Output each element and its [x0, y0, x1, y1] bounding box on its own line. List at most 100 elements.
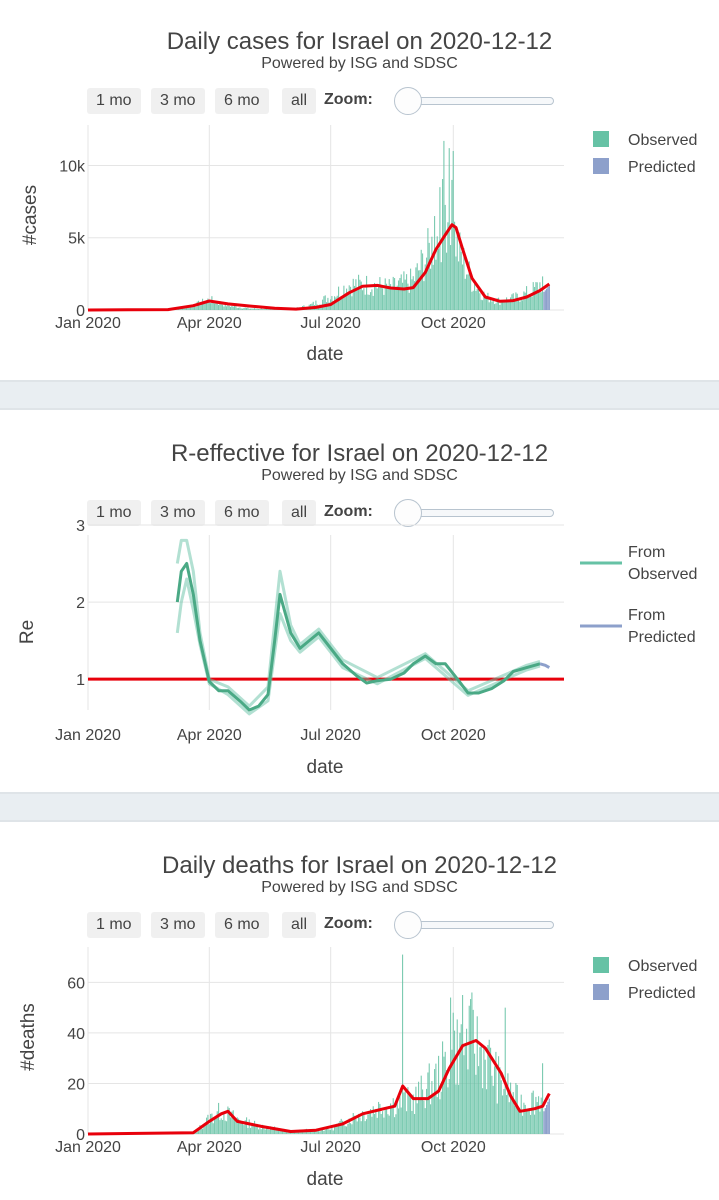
bar-observed	[224, 302, 226, 310]
range-all-button[interactable]: all	[282, 88, 317, 114]
bar-observed	[360, 281, 362, 310]
bar-observed	[350, 1123, 352, 1134]
predicted-bars	[543, 1098, 550, 1134]
bar-observed	[242, 1123, 244, 1134]
range-3mo-button[interactable]: 3 mo	[151, 912, 205, 938]
bar-predicted	[546, 1104, 548, 1134]
legend-from-predicted-label-line2[interactable]: Predicted	[628, 629, 696, 646]
legend-predicted-label[interactable]: Predicted	[628, 985, 696, 1002]
legend-from-predicted-label-line1[interactable]: From	[628, 607, 665, 624]
bar-observed	[252, 308, 254, 310]
bar-observed	[204, 1124, 206, 1134]
bar-observed	[371, 1116, 373, 1134]
bar-observed	[463, 1055, 465, 1134]
bar-observed	[414, 281, 416, 310]
bar-observed	[256, 308, 258, 310]
legend-observed-label[interactable]: Observed	[628, 958, 697, 975]
bar-observed	[523, 1102, 525, 1134]
bar-observed	[211, 296, 213, 310]
legend-predicted-swatch[interactable]	[593, 158, 609, 174]
bar-observed	[344, 1126, 346, 1134]
bar-observed	[334, 1125, 336, 1134]
range-1mo-button[interactable]: 1 mo	[87, 88, 141, 114]
bar-observed	[458, 1084, 460, 1134]
range-6mo-button[interactable]: 6 mo	[215, 88, 269, 114]
bar-observed	[196, 1129, 198, 1134]
bar-observed	[416, 1103, 418, 1134]
bar-observed	[279, 1130, 281, 1134]
legend-predicted-label[interactable]: Predicted	[628, 159, 696, 176]
bar-observed	[215, 1117, 217, 1134]
bar-observed	[463, 248, 465, 310]
bar-observed	[398, 1108, 400, 1134]
range-3mo-button[interactable]: 3 mo	[151, 500, 205, 526]
zoom-slider-handle[interactable]	[394, 499, 422, 527]
bar-observed	[194, 306, 196, 310]
observed-bars	[194, 954, 544, 1134]
x-tick-label: Jan 2020	[55, 727, 121, 744]
bar-observed	[228, 1107, 230, 1134]
range-1mo-button[interactable]: 1 mo	[87, 912, 141, 938]
bar-observed	[368, 1112, 370, 1134]
legend-observed-label[interactable]: Observed	[628, 132, 697, 149]
bar-observed	[442, 179, 444, 310]
zoom-slider-handle[interactable]	[394, 911, 422, 939]
bar-observed	[532, 1090, 534, 1134]
bar-observed	[419, 270, 421, 310]
bar-observed	[452, 1012, 454, 1134]
bar-observed	[427, 1072, 429, 1134]
bar-observed	[332, 301, 334, 310]
bar-observed	[235, 306, 237, 310]
bar-observed	[232, 1110, 234, 1134]
legend[interactable]: Observed Predicted	[593, 131, 697, 176]
y-tick-label: 40	[67, 1026, 85, 1043]
bar-observed	[482, 1088, 484, 1134]
bar-observed	[514, 1105, 516, 1134]
bar-observed	[528, 294, 530, 310]
bar-observed	[272, 1128, 274, 1134]
bar-observed	[206, 1117, 208, 1134]
chart-subtitle: Powered by ISG and SDSC	[261, 467, 458, 484]
legend-from-observed-label-line2[interactable]: Observed	[628, 566, 697, 583]
bar-observed	[534, 286, 536, 310]
bar-observed	[276, 1127, 278, 1134]
y-tick-label: 0	[76, 1127, 85, 1144]
bar-observed	[491, 1075, 493, 1134]
x-tick-label: Jul 2020	[300, 315, 361, 332]
bar-observed	[220, 304, 222, 310]
bar-observed	[462, 995, 464, 1134]
bar-observed	[520, 1094, 522, 1134]
bar-observed	[256, 1123, 258, 1134]
bar-observed	[456, 1019, 458, 1134]
bar-observed	[263, 1125, 265, 1134]
legend-observed-swatch[interactable]	[593, 957, 609, 973]
bar-observed	[404, 279, 406, 310]
bar-observed	[270, 1126, 272, 1134]
bar-observed	[506, 1095, 508, 1134]
legend-from-observed-label-line1[interactable]: From	[628, 544, 665, 561]
range-all-button[interactable]: all	[282, 912, 317, 938]
bar-observed	[490, 299, 492, 310]
range-6mo-button[interactable]: 6 mo	[215, 500, 269, 526]
bar-observed	[366, 1119, 368, 1134]
range-6mo-button[interactable]: 6 mo	[215, 912, 269, 938]
bar-observed	[243, 1125, 245, 1134]
zoom-slider-handle[interactable]	[394, 87, 422, 115]
bar-observed	[262, 309, 264, 310]
range-1mo-button[interactable]: 1 mo	[87, 500, 141, 526]
range-all-button[interactable]: all	[282, 500, 317, 526]
legend[interactable]: From Observed From Predicted	[580, 544, 697, 646]
range-3mo-button[interactable]: 3 mo	[151, 88, 205, 114]
legend[interactable]: Observed Predicted	[593, 957, 697, 1002]
bar-observed	[235, 1118, 237, 1134]
bar-observed	[251, 1125, 253, 1134]
legend-predicted-swatch[interactable]	[593, 984, 609, 1000]
x-tick-label: Jul 2020	[300, 727, 361, 744]
bar-observed	[510, 297, 512, 310]
bar-observed	[340, 296, 342, 310]
gridlines	[87, 524, 564, 710]
panel-separator	[0, 380, 719, 410]
legend-observed-swatch[interactable]	[593, 131, 609, 147]
bar-observed	[187, 307, 189, 310]
bar-observed	[368, 294, 370, 310]
